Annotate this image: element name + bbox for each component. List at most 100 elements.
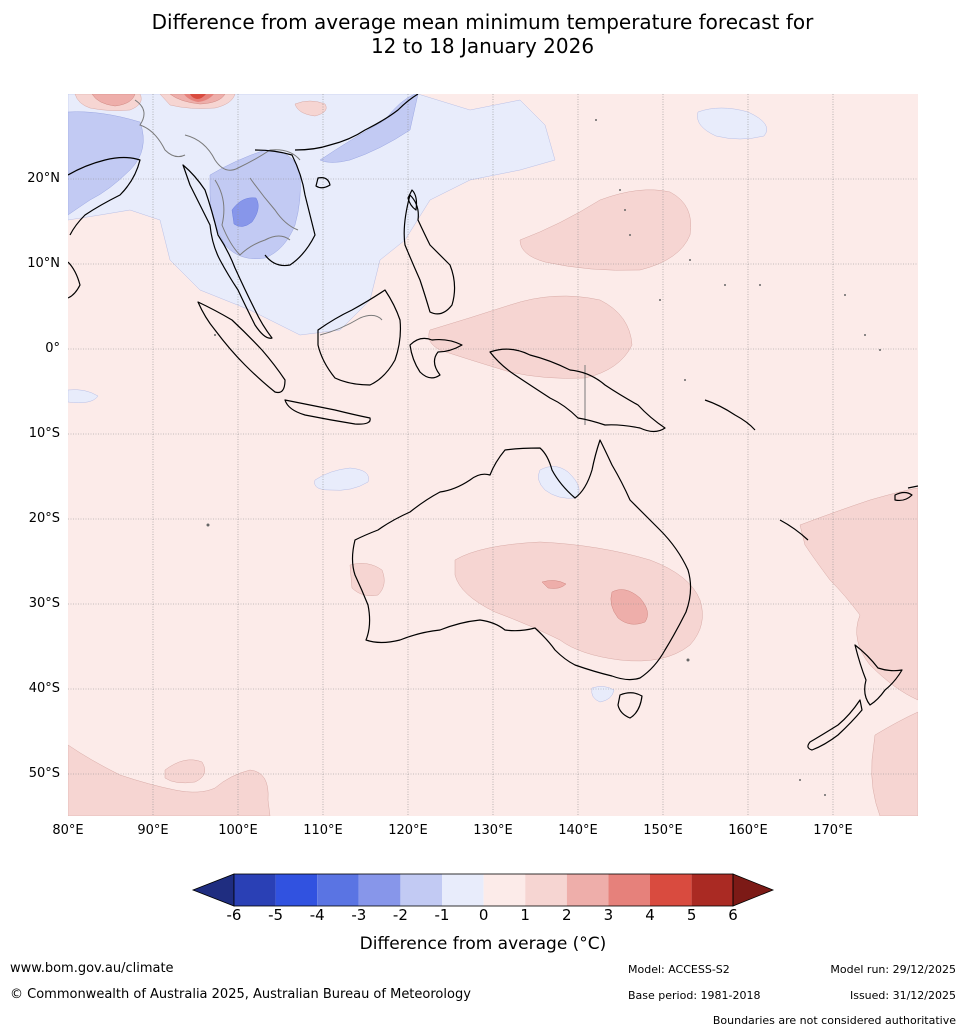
warm-region-west-australia (349, 563, 385, 596)
lat-label: 50°S (28, 766, 60, 781)
colorbar-tick: -6 (226, 906, 242, 924)
country-boundaries (134, 99, 586, 425)
lat-label: 40°S (28, 681, 60, 696)
island-dots (206, 119, 881, 796)
india-coast (68, 156, 141, 236)
colorbar-tick: 2 (562, 906, 572, 924)
lon-label: 90°E (137, 823, 169, 838)
lat-label: 30°S (28, 596, 60, 611)
warm-region-north-pacific (519, 189, 692, 271)
graticule (68, 94, 918, 816)
title-line-1: Difference from average mean minimum tem… (151, 10, 814, 34)
lat-label: 10°S (28, 426, 60, 441)
colorbar-high-extension (732, 873, 775, 907)
hainan-coast (315, 177, 331, 189)
colorbar-bin (691, 874, 733, 906)
lat-label: 10°N (27, 256, 60, 271)
warm-region-southeast (871, 711, 918, 816)
lon-label: 120°E (388, 823, 428, 838)
colorbar-outline (233, 873, 734, 907)
fiji-coast-east (907, 485, 918, 489)
colorbar-tick: 4 (645, 906, 655, 924)
model-name: Model: ACCESS-S2 (628, 963, 730, 976)
warm-region-tasman-east (799, 487, 918, 701)
warm-region-new-guinea (428, 295, 633, 379)
copyright-text: © Commonwealth of Australia 2025, Austra… (10, 987, 471, 1002)
colorbar-bin (608, 874, 650, 906)
indochina-coast (182, 164, 273, 339)
coastlines (68, 94, 918, 751)
warm-region-southern-ocean (68, 744, 271, 816)
india-west-coast (68, 261, 81, 299)
boundaries-disclaimer: Boundaries are not considered authoritat… (712, 1014, 956, 1027)
colorbar-bin (234, 874, 276, 906)
colorbar-bin (358, 874, 401, 906)
map-panel (68, 94, 918, 816)
cool-region-china-coast (319, 94, 419, 163)
cool-patch-bass (591, 686, 615, 703)
new-caledonia-coast (779, 519, 809, 541)
colorbar-tick: -2 (392, 906, 408, 924)
china-coast (294, 94, 419, 151)
sumatra-coast (197, 301, 286, 394)
colorbar-tick: -4 (309, 906, 325, 924)
sulawesi-coast (409, 337, 463, 379)
cool-region-asia (68, 94, 556, 336)
website-link[interactable]: www.bom.gov.au/climate (10, 961, 174, 976)
warm-core-central (541, 580, 567, 589)
cool-patch-west-equator (68, 389, 99, 403)
taiwan-coast (407, 189, 418, 211)
colorbar-tick: 0 (478, 906, 489, 924)
colorbar (191, 873, 775, 907)
base-period: Base period: 1981-2018 (628, 989, 761, 1002)
cool-region-india (68, 111, 144, 216)
cool-patch-indian-ocean (314, 467, 369, 491)
colorbar-bin (400, 874, 442, 906)
warm-core-himalaya (91, 94, 136, 107)
lon-label: 150°E (643, 823, 683, 838)
warm-patch-nw-pacific (294, 100, 327, 117)
colorbar-title: Difference from average (°C) (359, 934, 607, 954)
lon-label: 100°E (218, 823, 258, 838)
colorbar-bin (317, 874, 359, 906)
warm-hotspot-4-5 (190, 94, 206, 99)
tasmania-coast (617, 692, 643, 719)
lon-label: 110°E (303, 823, 343, 838)
warm-region-central-australia (454, 541, 703, 662)
colorbar-tick: -1 (434, 906, 450, 924)
new-guinea-coast (489, 348, 666, 433)
colorbar-tick: 6 (728, 906, 738, 924)
lat-label: 0° (45, 341, 60, 356)
colorbar-bin (483, 874, 526, 906)
lon-label: 170°E (813, 823, 853, 838)
colorbar-tick: -3 (351, 906, 367, 924)
new-zealand-north-coast (854, 644, 903, 706)
colorbar-low-extension (191, 873, 235, 907)
title-line-2: 12 to 18 January 2026 (370, 34, 595, 58)
lon-label: 160°E (728, 823, 768, 838)
lat-label: 20°N (27, 171, 60, 186)
warm-core-nsw (610, 589, 648, 625)
colorbar-tick: 3 (603, 906, 614, 924)
lon-label: 130°E (473, 823, 513, 838)
colorbar-bin (442, 874, 484, 906)
cool-core-indochina (231, 197, 259, 227)
cool-patch-pacific (697, 107, 767, 140)
colorbar-bin (566, 874, 609, 906)
new-zealand-south-coast (807, 699, 863, 751)
lon-label: 80°E (52, 823, 84, 838)
fiji-coast (894, 491, 913, 502)
model-run: Model run: 29/12/2025 (830, 963, 956, 976)
colorbar-bin (650, 874, 692, 906)
solomon-islands-coast (704, 399, 756, 431)
vietnam-coast (254, 149, 316, 267)
philippines-coast (403, 194, 456, 315)
warm-patch-south (164, 759, 206, 784)
colorbar-bin (275, 874, 318, 906)
australia-coast (351, 439, 692, 681)
java-coast (284, 399, 371, 425)
lon-label: 140°E (558, 823, 598, 838)
colorbar-bin (525, 874, 567, 906)
borneo-coast (317, 289, 402, 386)
